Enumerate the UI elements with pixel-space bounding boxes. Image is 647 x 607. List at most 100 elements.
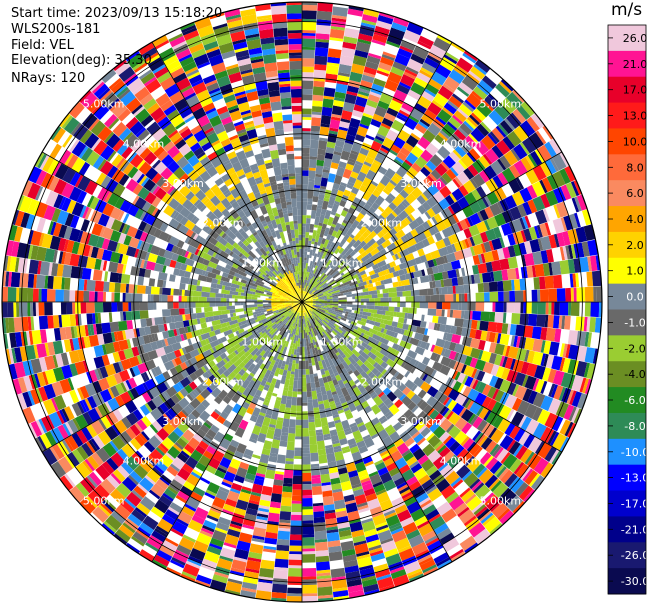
velocity-cell: [111, 435, 126, 451]
velocity-cell: [331, 223, 337, 228]
velocity-cell: [447, 286, 454, 295]
velocity-cell: [532, 406, 543, 422]
velocity-cell: [393, 136, 406, 149]
velocity-cell: [486, 496, 503, 513]
velocity-cell: [177, 391, 185, 400]
ray: [302, 12, 395, 302]
velocity-cell: [316, 572, 331, 577]
velocity-cell: [110, 488, 126, 505]
velocity-cell: [324, 312, 331, 316]
velocity-cell: [153, 554, 170, 567]
velocity-cell: [314, 288, 318, 292]
velocity-cell: [341, 110, 353, 121]
velocity-cell: [307, 396, 313, 400]
velocity-cell: [118, 524, 134, 538]
velocity-cell: [152, 559, 168, 570]
velocity-cell: [421, 314, 425, 322]
velocity-cell: [467, 164, 479, 177]
ray: [50, 302, 302, 479]
velocity-cell: [140, 431, 150, 441]
velocity-cell: [370, 140, 382, 152]
velocity-cell: [291, 512, 302, 516]
velocity-cell: [451, 551, 466, 562]
velocity-cell: [353, 540, 367, 546]
velocity-cell: [491, 249, 500, 261]
velocity-cell: [519, 278, 526, 291]
velocity-cell: [428, 173, 438, 182]
velocity-cell: [476, 123, 490, 137]
velocity-cell: [353, 104, 365, 113]
velocity-cell: [583, 316, 588, 332]
velocity-cell: [361, 517, 374, 524]
velocity-cell: [310, 463, 320, 468]
velocity-cell: [104, 498, 117, 511]
velocity-cell: [386, 391, 398, 402]
velocity-cell: [308, 290, 311, 294]
velocity-cell: [318, 272, 325, 281]
velocity-cell: [231, 382, 242, 393]
velocity-cell: [367, 346, 373, 352]
velocity-cell: [339, 289, 349, 294]
velocity-cell: [131, 509, 146, 523]
velocity-cell: [302, 139, 311, 146]
velocity-cell: [266, 337, 272, 344]
velocity-cell: [298, 360, 302, 370]
velocity-cell: [424, 535, 438, 545]
velocity-cell: [251, 537, 265, 543]
velocity-cell: [513, 461, 525, 475]
velocity-cell: [187, 338, 193, 346]
velocity-cell: [346, 578, 363, 588]
velocity-cell: [346, 386, 356, 397]
velocity-cell: [341, 284, 348, 289]
velocity-cell: [130, 438, 142, 451]
velocity-cell: [230, 355, 240, 364]
velocity-cell: [356, 224, 362, 230]
ray: [302, 302, 554, 478]
velocity-cell: [462, 52, 477, 64]
velocity-cell: [296, 346, 300, 353]
velocity-cell: [192, 469, 203, 477]
velocity-cell: [520, 466, 532, 480]
velocity-cell: [335, 351, 340, 357]
velocity-cell: [584, 378, 592, 395]
velocity-cell: [254, 354, 263, 364]
velocity-cell: [252, 336, 257, 341]
velocity-cell: [271, 583, 288, 594]
velocity-cell: [559, 259, 570, 275]
velocity-cell: [330, 349, 336, 356]
velocity-cell: [215, 489, 229, 501]
velocity-cell: [336, 137, 346, 143]
velocity-cell: [406, 476, 419, 487]
velocity-cell: [317, 268, 324, 277]
velocity-cell: [587, 332, 592, 348]
velocity-cell: [164, 537, 179, 547]
velocity-cell: [382, 288, 389, 294]
velocity-cell: [229, 439, 240, 448]
velocity-cell: [183, 405, 193, 415]
velocity-cell: [377, 373, 384, 380]
velocity-cell: [349, 422, 357, 428]
velocity-cell: [321, 257, 328, 266]
velocity-cell: [258, 347, 264, 353]
velocity-cell: [10, 271, 21, 288]
velocity-cell: [285, 398, 292, 408]
velocity-cell: [523, 290, 527, 302]
velocity-cell: [331, 341, 340, 350]
velocity-cell: [501, 210, 512, 224]
velocity-cell: [288, 309, 294, 314]
velocity-cell: [347, 345, 355, 352]
velocity-cell: [267, 364, 274, 372]
velocity-cell: [350, 63, 365, 75]
velocity-cell: [364, 528, 378, 538]
velocity-cell: [401, 256, 407, 263]
velocity-cell: [305, 360, 310, 370]
velocity-cell: [362, 403, 370, 409]
velocity-cell: [304, 248, 308, 252]
velocity-cell: [400, 40, 416, 51]
velocity-cell: [396, 509, 412, 523]
velocity-cell: [379, 348, 390, 357]
velocity-cell: [334, 241, 341, 248]
velocity-cell: [472, 243, 484, 256]
velocity-cell: [312, 258, 316, 265]
